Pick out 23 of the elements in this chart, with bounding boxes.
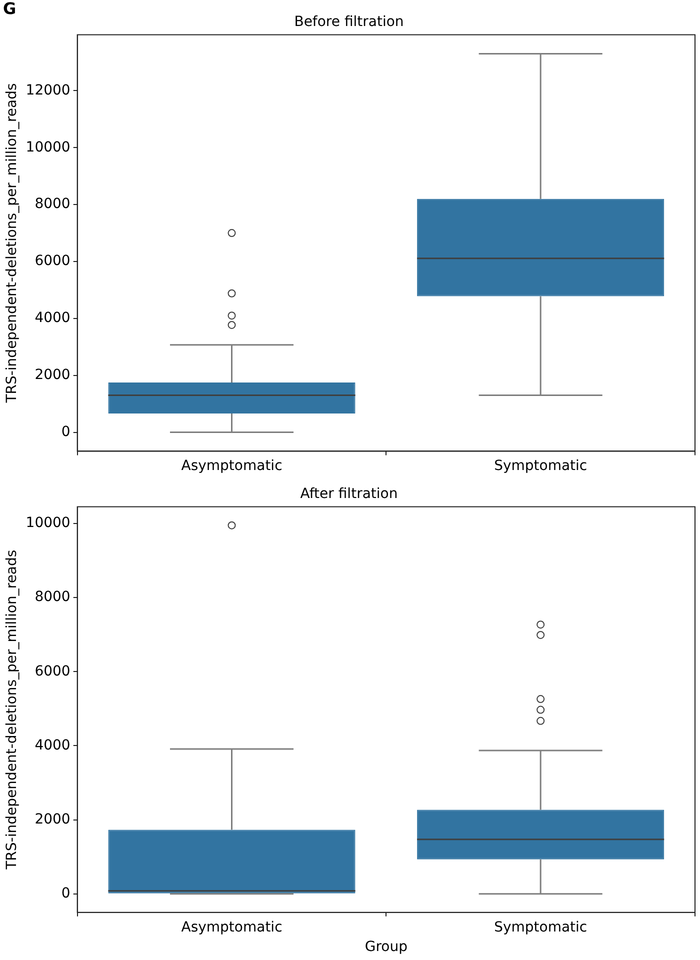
y-tick-label: 6000 xyxy=(34,663,70,680)
y-axis-title: TRS-independent-deletions_per_million_reads xyxy=(4,550,20,870)
text: G xyxy=(3,0,16,18)
x-axis-title: Group xyxy=(364,939,408,956)
x-tick-label: Asymptomatic xyxy=(181,919,282,936)
y-tick-label: 6000 xyxy=(34,253,70,270)
y-tick-label: 8000 xyxy=(34,589,70,606)
y-tick-label: 2000 xyxy=(34,811,70,828)
y-tick-label: 0 xyxy=(61,424,70,440)
chart-title: Before filtration xyxy=(294,14,404,30)
y-tick-label: 2000 xyxy=(34,366,70,383)
y-tick-label: 4000 xyxy=(34,310,70,326)
x-tick-label: Symptomatic xyxy=(494,919,588,936)
y-tick-label: 8000 xyxy=(34,196,70,212)
y-tick-label: 10000 xyxy=(26,139,70,156)
y-tick-label: 10000 xyxy=(26,515,70,532)
y-tick-label: 0 xyxy=(61,886,70,902)
chart-title: After filtration xyxy=(300,486,398,502)
x-tick-label: Symptomatic xyxy=(494,458,588,474)
x-tick-label: Asymptomatic xyxy=(181,458,282,474)
y-tick-label: 4000 xyxy=(34,737,70,754)
y-tick-label: 12000 xyxy=(26,82,70,98)
y-axis-title: TRS-independent-deletions_per_million_reads xyxy=(4,83,20,404)
